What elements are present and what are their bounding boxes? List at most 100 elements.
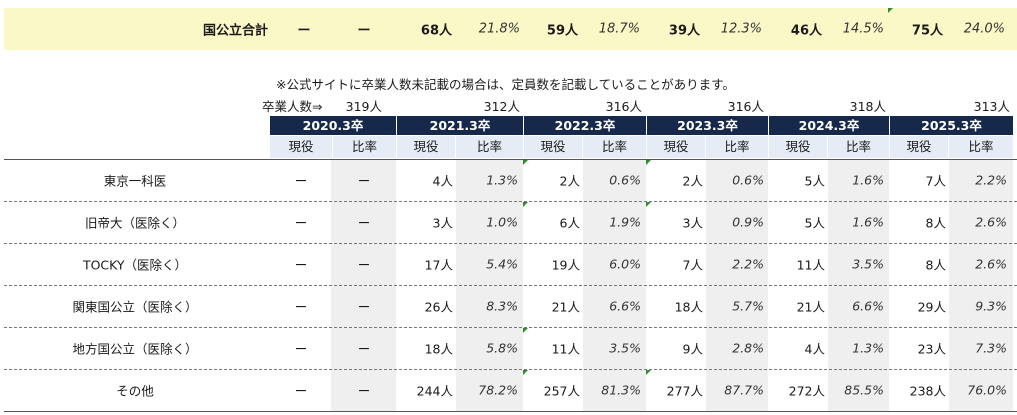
rate-cell: 85.5%	[844, 382, 884, 398]
subheader-current: 現役	[397, 136, 455, 158]
rate-cell: 2.8%	[732, 340, 764, 356]
rate-cell: 2.6%	[975, 256, 1007, 272]
graduates-2020: 319人	[345, 99, 382, 114]
rate-cell: 3.5%	[852, 256, 884, 272]
rate-cell: 1.3%	[852, 340, 884, 356]
count-cell: 21人	[551, 299, 580, 315]
count-cell: 7人	[925, 173, 946, 189]
row-label: その他	[116, 383, 154, 399]
rate-cell: 1.6%	[852, 172, 884, 188]
graduates-label: 卒業人数⇒	[262, 99, 323, 114]
count-cell: 18人	[674, 299, 703, 315]
subheader-current: 現役	[647, 136, 705, 158]
row-divider	[4, 159, 1017, 160]
totals-2023-rate: 12.3%	[720, 21, 762, 37]
count-cell: 19人	[551, 257, 580, 273]
rate-cell: 0.9%	[732, 214, 764, 230]
graduates-2023: 316人	[727, 99, 764, 114]
row-divider	[4, 201, 1017, 202]
year-header-2022: 2022.3卒	[524, 116, 646, 135]
rate-2020: ー	[357, 383, 371, 399]
count-2020: ー	[294, 215, 308, 231]
year-header-2020: 2020.3卒	[270, 116, 396, 135]
comment-marker-icon	[523, 370, 528, 375]
rate-cell: 2.2%	[732, 256, 764, 272]
rate-2020: ー	[357, 341, 371, 357]
totals-2021-rate: 21.8%	[478, 21, 520, 37]
year-header-2021: 2021.3卒	[397, 116, 523, 135]
row-label: TOCKY（医除く）	[82, 257, 188, 273]
count-cell: 11人	[551, 341, 580, 357]
rate-cell: 0.6%	[732, 172, 764, 188]
rate-cell: 5.7%	[732, 298, 764, 314]
totals-2023-count: 39人	[668, 23, 700, 39]
rate-cell: 3.5%	[609, 340, 641, 356]
row-divider	[4, 285, 1017, 286]
rate-cell: 5.4%	[486, 256, 518, 272]
totals-2024-rate: 14.5%	[842, 21, 884, 37]
rate-cell: 6.6%	[609, 298, 641, 314]
subheader-ratio: 比率	[706, 136, 768, 158]
rate-cell: 76.0%	[967, 382, 1007, 398]
count-cell: 257人	[543, 383, 580, 399]
subheader-ratio: 比率	[949, 136, 1013, 158]
rate-cell: 6.6%	[852, 298, 884, 314]
comment-marker-icon	[523, 160, 528, 165]
subheader-current: 現役	[524, 136, 582, 158]
row-divider	[4, 411, 1017, 412]
subheader-current: 現役	[270, 136, 332, 158]
totals-2024-count: 46人	[790, 23, 822, 39]
row-label: 関東国公立（医除く）	[72, 299, 198, 315]
graduates-2022: 316人	[605, 99, 642, 114]
totals-2020-rate: ー	[357, 23, 371, 39]
count-2020: ー	[294, 257, 308, 273]
comment-marker-icon	[646, 160, 651, 165]
rate-cell: 1.9%	[609, 214, 641, 230]
year-header-2023: 2023.3卒	[647, 116, 768, 135]
rate-2020: ー	[357, 215, 371, 231]
count-cell: 2人	[682, 173, 703, 189]
count-cell: 8人	[925, 215, 946, 231]
row-divider	[4, 243, 1017, 244]
graduates-2025: 313人	[973, 99, 1010, 114]
count-cell: 238人	[909, 383, 946, 399]
rate-cell: 1.6%	[852, 214, 884, 230]
footnote: ※公式サイトに卒業人数未記載の場合は、定員数を記載していることがあります。	[276, 77, 735, 92]
totals-2025-count: 75人	[911, 23, 943, 39]
count-cell: 17人	[424, 257, 453, 273]
rate-cell: 0.6%	[609, 172, 641, 188]
comment-marker-icon	[646, 202, 651, 207]
totals-2022-count: 59人	[546, 23, 578, 39]
count-cell: 5人	[804, 173, 825, 189]
row-divider	[4, 327, 1017, 328]
rate-2020: ー	[357, 173, 371, 189]
count-cell: 9人	[682, 341, 703, 357]
count-cell: 6人	[559, 215, 580, 231]
comment-marker-icon	[888, 8, 893, 13]
rate-cell: 87.7%	[724, 382, 764, 398]
count-cell: 3人	[682, 215, 703, 231]
row-label: 地方国公立（医除く）	[72, 341, 198, 357]
rate-cell: 1.3%	[486, 172, 518, 188]
count-2020: ー	[294, 341, 308, 357]
count-cell: 3人	[432, 215, 453, 231]
rate-cell: 81.3%	[601, 382, 641, 398]
subheader-ratio: 比率	[828, 136, 889, 158]
totals-2022-rate: 18.7%	[598, 21, 640, 37]
comment-marker-icon	[646, 370, 651, 375]
rate-cell: 1.0%	[486, 214, 518, 230]
row-label: 東京一科医	[103, 173, 167, 189]
rate-cell: 8.3%	[486, 298, 518, 314]
count-2020: ー	[294, 383, 308, 399]
year-header-2025: 2025.3卒	[890, 116, 1013, 135]
count-cell: 4人	[804, 341, 825, 357]
count-cell: 18人	[424, 341, 453, 357]
subheader-ratio: 比率	[456, 136, 523, 158]
count-cell: 272人	[788, 383, 825, 399]
totals-2025-rate: 24.0%	[963, 21, 1005, 37]
count-2020: ー	[294, 299, 308, 315]
rate-cell: 6.0%	[609, 256, 641, 272]
rate-cell: 2.2%	[975, 172, 1007, 188]
rate-cell: 5.8%	[486, 340, 518, 356]
count-cell: 8人	[925, 257, 946, 273]
